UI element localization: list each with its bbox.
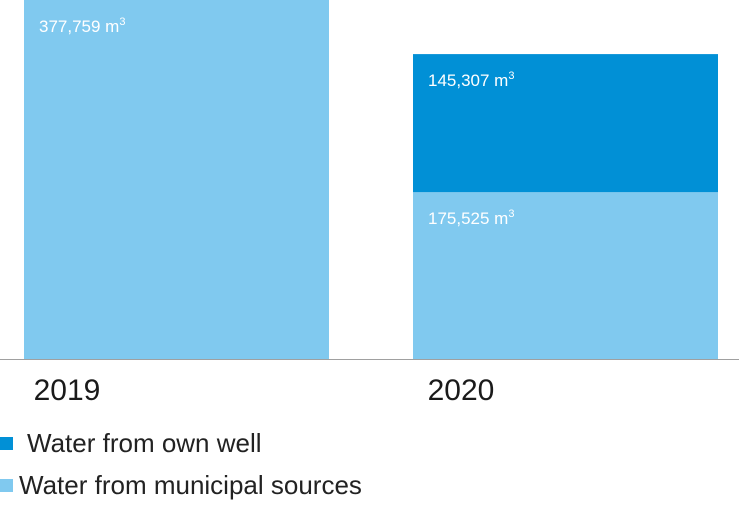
bar-2020-series-0 [413,192,718,359]
data-label-2020-series-1: 145,307 m3 [428,70,514,90]
legend: Water from own well Water from municipal… [0,422,362,506]
legend-swatch-own-well [0,436,13,450]
bar-2019-series-0 [24,0,329,359]
data-labels-layer: 377,759 m3 175,525 m3 145,307 m3 [39,16,514,228]
data-label-2020-series-0: 175,525 m3 [428,208,514,228]
x-tick-2019: 2019 [34,374,101,407]
legend-item-municipal: Water from municipal sources [0,464,362,506]
bar-2020-series-1 [413,54,718,193]
legend-item-own-well: Water from own well [0,422,362,464]
bars-layer [24,0,718,359]
data-label-2019-series-0: 377,759 m3 [39,16,125,36]
legend-label-own-well: Water from own well [27,427,262,458]
legend-label-municipal: Water from municipal sources [19,469,362,500]
x-tick-labels: 2019 2020 [34,374,495,407]
x-tick-2020: 2020 [428,374,495,407]
legend-swatch-municipal [0,478,13,492]
